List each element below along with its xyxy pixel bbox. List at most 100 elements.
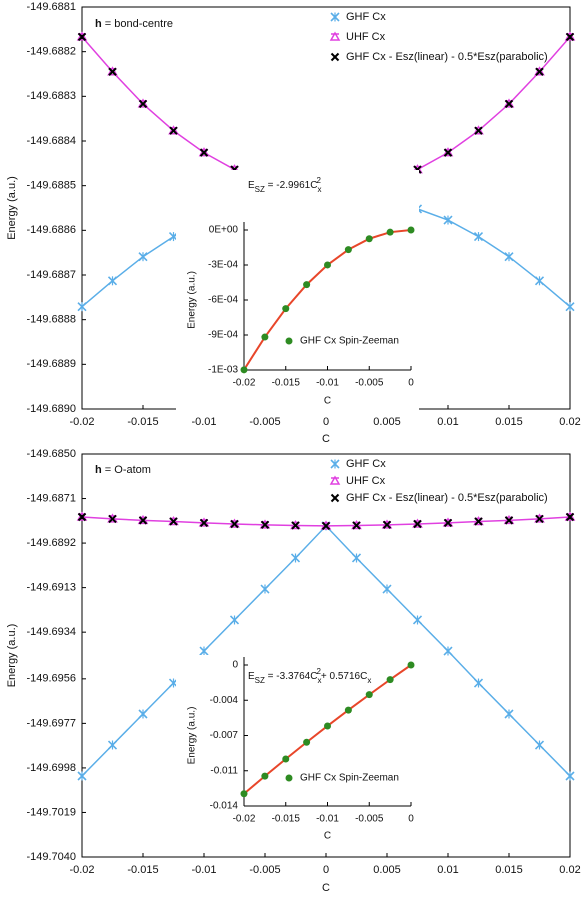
- marker: [291, 521, 300, 530]
- marker: [473, 232, 484, 242]
- x-tick-label: 0: [408, 378, 414, 389]
- x-tick-label: -0.005: [355, 378, 384, 389]
- marker: [443, 518, 453, 528]
- marker: [324, 261, 331, 269]
- marker-stroke: [108, 67, 117, 76]
- marker-stroke: [291, 521, 300, 530]
- x-tick-label: 0.005: [373, 864, 401, 876]
- annotation-part: = -2.9961C: [265, 180, 318, 191]
- x-tick-label: -0.02: [69, 416, 94, 428]
- x-tick-label: 0.01: [437, 416, 458, 428]
- y-tick-label: -1E-03: [208, 365, 238, 376]
- annotation-part: = bond-centre: [102, 18, 173, 30]
- marker: [504, 516, 514, 525]
- marker-stroke: [199, 148, 209, 157]
- annotation: ESZ = -3.3764Cx2+ 0.5716Cx: [248, 667, 371, 685]
- y-tick-label: -149.6956: [26, 673, 76, 685]
- marker: [443, 646, 453, 656]
- marker: [412, 615, 423, 625]
- main-chart: -149.7040 -149.7019 -149.6998 -149.6977 -149…: [6, 448, 581, 894]
- marker: [282, 305, 290, 313]
- x-tick-label: -0.01: [316, 378, 339, 389]
- marker: [199, 646, 209, 656]
- annotation-part: 2: [316, 667, 321, 676]
- legend-marker: [330, 493, 340, 503]
- marker: [534, 740, 545, 750]
- marker: [382, 520, 392, 530]
- x-tick-label: 0.005: [373, 416, 401, 428]
- marker: [565, 512, 575, 522]
- y-tick-label: -3E-04: [208, 260, 238, 271]
- marker: [138, 516, 148, 525]
- marker: [261, 333, 269, 341]
- marker: [138, 709, 148, 719]
- annotation-part: = O-atom: [102, 464, 151, 476]
- x-tick-label: -0.015: [272, 814, 301, 825]
- marker: [138, 99, 148, 109]
- y-tick-label: 0: [232, 660, 238, 671]
- marker: [77, 302, 87, 312]
- y-tick-label: -149.6977: [26, 717, 76, 729]
- annotation: h = O-atom: [95, 464, 151, 476]
- legend-label: GHF Cx: [346, 11, 386, 23]
- marker-stroke: [443, 518, 453, 528]
- legend-label: GHF Cx: [346, 458, 386, 470]
- marker: [240, 366, 248, 374]
- marker: [230, 519, 239, 529]
- x-tick-label: 0.01: [437, 864, 458, 876]
- marker-stroke: [565, 32, 575, 42]
- marker-stroke: [504, 516, 514, 525]
- x-tick-label: -0.02: [69, 864, 94, 876]
- legend-marker: [329, 475, 341, 485]
- annotation-part: 2: [316, 176, 321, 185]
- y-tick-label: -149.6885: [26, 180, 76, 192]
- marker: [473, 678, 484, 688]
- marker: [565, 302, 575, 312]
- x-tick-label: 0.02: [559, 416, 580, 428]
- y-axis-label: Energy (a.u.): [6, 176, 18, 240]
- marker: [365, 691, 373, 699]
- legend-label: GHF Cx - Esz(linear) - 0.5*Esz(parabolic…: [346, 51, 548, 63]
- x-tick-label: -0.02: [233, 378, 256, 389]
- y-tick-label: -149.6889: [26, 358, 76, 370]
- y-tick-label: -149.6884: [26, 135, 76, 147]
- legend-label: GHF Cx Spin-Zeeman: [300, 773, 399, 784]
- inset-chart: -0.014 -0.011 -0.007 -0.004 0 -0.02 -0.015 -0.0…: [176, 655, 419, 845]
- marker: [329, 31, 341, 41]
- y-tick-label: -149.6881: [26, 1, 76, 13]
- marker: [330, 52, 340, 62]
- y-axis-label: Energy (a.u.): [187, 271, 198, 329]
- marker-stroke: [565, 512, 575, 522]
- marker-stroke: [321, 521, 331, 531]
- legend-marker: [330, 459, 340, 469]
- marker: [330, 493, 340, 503]
- x-tick-label: -0.01: [191, 416, 216, 428]
- y-tick-label: -6E-04: [208, 295, 238, 306]
- legend-marker: [285, 337, 293, 345]
- marker: [303, 738, 311, 746]
- x-tick-label: -0.015: [127, 416, 158, 428]
- marker-stroke: [330, 52, 340, 62]
- legend-label: UHF Cx: [346, 475, 386, 487]
- marker: [138, 252, 148, 262]
- legend-label: GHF Cx - Esz(linear) - 0.5*Esz(parabolic…: [346, 492, 548, 504]
- inset-background: [176, 170, 419, 412]
- marker: [282, 755, 290, 763]
- marker: [352, 521, 361, 530]
- x-axis-label: C: [324, 831, 331, 842]
- marker: [535, 514, 544, 524]
- marker: [260, 584, 270, 594]
- legend-label: GHF Cx Spin-Zeeman: [300, 336, 399, 347]
- x-tick-label: 0: [323, 416, 329, 428]
- y-tick-label: -149.6998: [26, 762, 76, 774]
- x-tick-label: -0.01: [191, 864, 216, 876]
- y-tick-label: 0E+00: [209, 225, 239, 236]
- annotation-part: SZ: [255, 185, 265, 194]
- y-tick-label: -149.6883: [26, 90, 76, 102]
- main-chart: -149.6890 -149.6889 -149.6888 -149.6887 -149…: [6, 1, 581, 445]
- marker: [260, 520, 270, 530]
- x-tick-label: 0: [408, 814, 414, 825]
- marker-stroke: [138, 99, 148, 109]
- y-tick-label: -149.6888: [26, 314, 76, 326]
